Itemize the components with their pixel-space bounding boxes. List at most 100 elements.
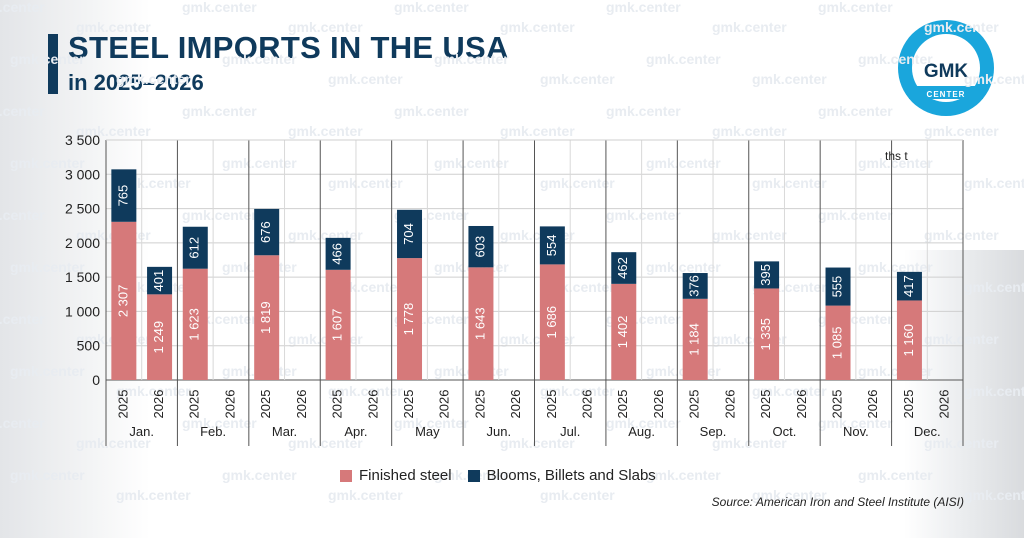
bar-finished-steel — [825, 305, 851, 380]
watermark-text: gmk.center — [646, 155, 721, 171]
watermark-text: gmk.center — [328, 71, 403, 87]
year-tick-label: 2026 — [508, 390, 523, 419]
watermark-text: gmk.center — [116, 71, 191, 87]
logo-band — [909, 86, 983, 99]
year-tick-label: 2026 — [437, 390, 452, 419]
watermark-text: gmk.center — [712, 123, 787, 139]
watermark-text: gmk.center — [924, 19, 999, 35]
month-label: Sep. — [700, 424, 727, 439]
bar-finished-steel — [896, 300, 922, 380]
logo-text-center: CENTER — [926, 90, 966, 99]
watermark-text: gmk.center — [0, 207, 45, 223]
bar-finished-steel — [539, 264, 565, 380]
bar-blooms-billets-slabs — [254, 208, 280, 256]
year-tick-label: 2026 — [365, 390, 380, 419]
watermark-text: gmk.center — [500, 435, 575, 451]
bar-finished-steel — [611, 283, 637, 380]
watermark-text: gmk.center — [394, 103, 469, 119]
year-tick-label: 2025 — [330, 390, 345, 419]
bar-finished-steel — [682, 298, 708, 380]
data-label-finished: 1 402 — [615, 316, 630, 349]
bar-finished-steel — [182, 268, 208, 380]
y-tick-label: 0 — [92, 372, 100, 388]
watermark-text: gmk.center — [858, 259, 933, 275]
watermark-text: gmk.center — [712, 227, 787, 243]
watermark-text: gmk.center — [540, 175, 615, 191]
y-tick-label: 3 000 — [65, 166, 100, 182]
month-label: Nov. — [843, 424, 869, 439]
watermark-text: gmk.center — [818, 0, 893, 15]
year-tick-label: 2025 — [829, 390, 844, 419]
legend-label-finished: Finished steel — [359, 467, 452, 484]
watermark-text: gmk.center — [76, 435, 151, 451]
y-tick-label: 2 000 — [65, 235, 100, 251]
watermark-text: gmk.center — [434, 51, 509, 67]
watermark-text: gmk.center — [606, 207, 681, 223]
data-label-blooms: 554 — [544, 235, 559, 257]
watermark-text: gmk.center — [646, 259, 721, 275]
watermark-text: gmk.center — [116, 487, 191, 503]
bar-blooms-billets-slabs — [147, 266, 173, 295]
watermark-text: gmk.center — [328, 175, 403, 191]
year-tick-label: 2025 — [472, 390, 487, 419]
legend-item-blooms: Blooms, Billets and Slabs — [467, 467, 656, 484]
watermark-text: gmk.center — [858, 363, 933, 379]
bar-blooms-billets-slabs — [611, 252, 637, 284]
year-tick-label: 2026 — [222, 390, 237, 419]
bar-blooms-billets-slabs — [539, 226, 565, 265]
year-tick-label: 2026 — [151, 390, 166, 419]
bar-finished-steel — [254, 255, 280, 380]
watermark-text: gmk.center — [752, 175, 827, 191]
year-tick-label: 2025 — [901, 390, 916, 419]
bar-finished-steel — [754, 288, 780, 380]
watermark-text: gmk.center — [0, 103, 45, 119]
year-tick-label: 2026 — [794, 390, 809, 419]
year-tick-label: 2026 — [865, 390, 880, 419]
watermark-text: gmk.center — [10, 467, 85, 483]
legend-swatch-blooms — [467, 469, 480, 482]
data-label-blooms: 466 — [330, 243, 345, 265]
watermark-text: gmk.center — [288, 19, 363, 35]
watermark-text: gmk.center — [182, 415, 257, 431]
month-label: Jul. — [560, 424, 580, 439]
data-label-blooms: 417 — [901, 275, 916, 297]
watermark-text: gmk.center — [752, 383, 827, 399]
chart-title: STEEL IMPORTS IN THE USA — [68, 30, 509, 65]
bar-finished-steel — [397, 258, 423, 380]
data-label-blooms: 395 — [758, 264, 773, 286]
background-right-decoration — [904, 250, 1024, 538]
bar-blooms-billets-slabs — [468, 225, 494, 268]
bar-blooms-billets-slabs — [896, 271, 922, 301]
watermark-text: gmk.center — [858, 51, 933, 67]
bar-finished-steel — [468, 267, 494, 380]
bar-blooms-billets-slabs — [182, 226, 208, 269]
year-tick-label: 2026 — [722, 390, 737, 419]
watermark-text: gmk.center — [712, 435, 787, 451]
watermark-text: gmk.center — [182, 207, 257, 223]
watermark-text: gmk.center — [924, 435, 999, 451]
year-tick-label: 2025 — [258, 390, 273, 419]
year-tick-label: 2026 — [651, 390, 666, 419]
data-label-finished: 1 623 — [187, 308, 202, 341]
legend: Finished steel Blooms, Billets and Slabs — [340, 467, 672, 484]
watermark-text: gmk.center — [182, 0, 257, 15]
watermark-text: gmk.center — [858, 467, 933, 483]
data-label-finished: 1 778 — [401, 303, 416, 336]
data-label-blooms: 612 — [187, 237, 202, 259]
year-tick-label: 2026 — [294, 390, 309, 419]
watermark-text: gmk.center — [540, 487, 615, 503]
bar-finished-steel — [147, 294, 173, 380]
bar-blooms-billets-slabs — [825, 267, 851, 306]
bar-blooms-billets-slabs — [682, 273, 708, 299]
data-label-blooms: 462 — [615, 257, 630, 279]
data-label-blooms: 376 — [687, 275, 702, 297]
data-label-finished: 1 607 — [330, 309, 345, 342]
watermark-text: gmk.center — [924, 331, 999, 347]
watermark-text: gmk.center — [434, 155, 509, 171]
year-tick-label: 2026 — [937, 390, 952, 419]
watermark-text: gmk.center — [288, 123, 363, 139]
watermark-text: gmk.center — [924, 123, 999, 139]
watermark-text: gmk.center — [0, 415, 45, 431]
year-tick-label: 2025 — [615, 390, 630, 419]
